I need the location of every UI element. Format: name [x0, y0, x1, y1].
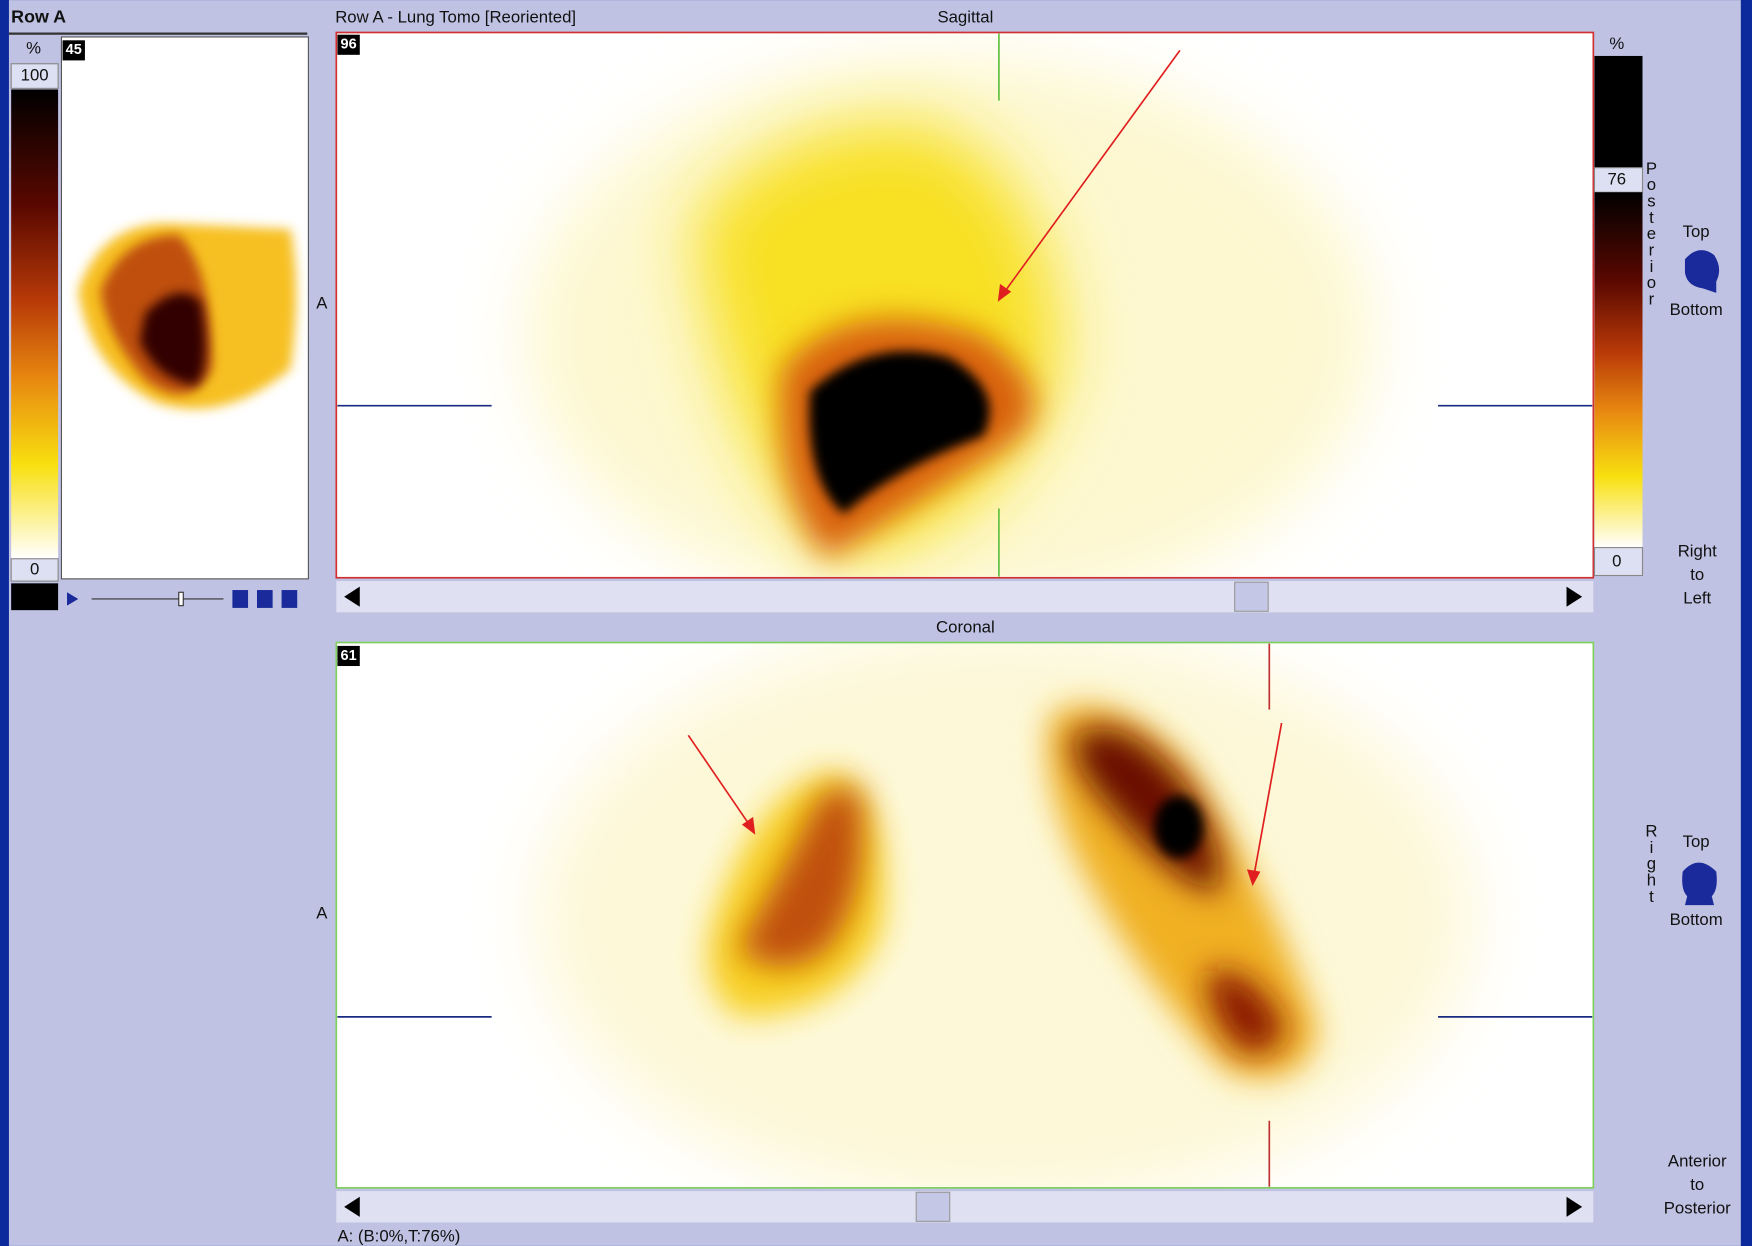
first-button[interactable] — [232, 590, 248, 608]
side-label: A — [316, 903, 328, 922]
orientation-bottom: Bottom — [1670, 300, 1723, 319]
app-window: Row A % 100 0 45 Row A - Lung Tomo [Reor… — [0, 0, 1752, 1246]
page: Row A % 100 0 45 Row A - Lung Tomo [Reor… — [0, 0, 1752, 1246]
last-button[interactable] — [257, 590, 273, 608]
slice-number: 45 — [66, 42, 82, 58]
max-label: 100 — [21, 65, 49, 84]
slice-number: 96 — [341, 37, 357, 53]
min-label: 0 — [1612, 552, 1621, 571]
unit-label: % — [26, 39, 41, 58]
color-swatch — [11, 583, 58, 610]
viewer-title: Row A - Lung Tomo [Reoriented] — [335, 7, 576, 26]
min-label: 0 — [30, 559, 39, 578]
scroll-thumb[interactable] — [916, 1192, 950, 1221]
max-label: 76 — [1607, 169, 1626, 188]
orientation-bottom: Bottom — [1670, 910, 1723, 929]
view-title: Sagittal — [937, 7, 993, 26]
orientation-direction: Left — [1683, 588, 1711, 607]
color-bar — [11, 89, 58, 558]
scrollbar[interactable] — [336, 581, 1593, 612]
view-title: Coronal — [936, 617, 995, 636]
orientation-top: Top — [1683, 222, 1710, 241]
orientation-top: Top — [1683, 832, 1710, 851]
scrollbar[interactable] — [336, 1191, 1593, 1222]
sagittal-image — [525, 56, 1374, 615]
orientation-direction: to — [1690, 1175, 1704, 1194]
status-text: A: (B:0%,T:76%) — [337, 1226, 460, 1245]
slice-number: 61 — [341, 648, 357, 664]
color-swatch — [1594, 56, 1642, 168]
orientation-direction: Right — [1678, 541, 1717, 560]
unit-label: % — [1609, 34, 1624, 53]
panel-title: Row A — [11, 7, 66, 27]
head-icon — [1682, 863, 1717, 905]
coronal-image — [536, 626, 1475, 1207]
side-label: A — [316, 293, 328, 312]
lock-button[interactable] — [282, 590, 298, 608]
scroll-thumb[interactable] — [1235, 582, 1269, 611]
orientation-direction: to — [1690, 565, 1704, 584]
orientation-direction: Posterior — [1664, 1198, 1731, 1217]
color-bar — [1594, 192, 1642, 547]
slider-thumb[interactable] — [179, 592, 183, 605]
orientation-direction: Anterior — [1668, 1152, 1727, 1171]
